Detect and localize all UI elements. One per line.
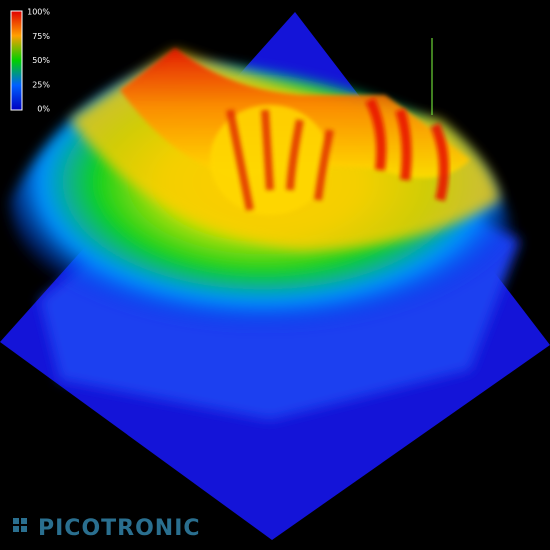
colorbar-tick-label: 50% (32, 56, 50, 65)
surface-fringes (226, 109, 334, 211)
colorbar-tick-label: 25% (32, 80, 50, 89)
logo-icon (13, 526, 19, 532)
logo-icon (21, 526, 27, 532)
colorbar-tick-label: 0% (37, 105, 50, 114)
colorbar-tick-label: 100% (27, 8, 50, 17)
surface-peaks (365, 97, 449, 202)
logo-icon (21, 518, 27, 524)
colorbar (10, 10, 23, 111)
logo-icon (13, 518, 19, 524)
colorbar-tick-label: 75% (32, 32, 50, 41)
colorbar-ticks: 100% 75% 50% 25% 0% (27, 8, 50, 114)
logo: PICOTRONIC (13, 516, 201, 541)
logo-text: PICOTRONIC (38, 516, 201, 541)
